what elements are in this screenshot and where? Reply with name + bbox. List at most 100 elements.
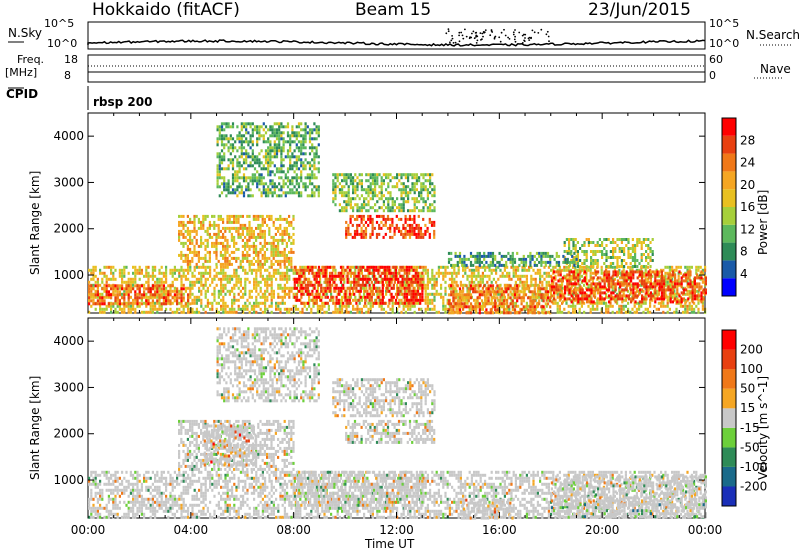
cell — [121, 274, 124, 278]
cell — [147, 310, 150, 314]
cell — [470, 274, 473, 278]
cell — [200, 271, 203, 275]
cell — [598, 244, 601, 247]
cell — [469, 293, 473, 297]
cell — [322, 286, 325, 290]
cell — [473, 271, 476, 275]
cell — [546, 296, 550, 300]
power-cells — [88, 122, 707, 315]
cell — [585, 238, 588, 241]
cell — [550, 288, 553, 292]
cell — [328, 280, 332, 284]
cell — [310, 307, 313, 311]
cell — [189, 241, 192, 245]
cell — [575, 297, 578, 301]
cell — [545, 274, 548, 278]
cell — [217, 259, 220, 263]
cell — [352, 289, 355, 293]
cell — [321, 307, 324, 311]
cell — [476, 296, 479, 300]
cell — [638, 279, 641, 283]
cell — [408, 271, 411, 275]
cell — [359, 268, 362, 272]
cell — [497, 265, 500, 269]
cell — [572, 270, 575, 274]
cell — [611, 265, 614, 269]
cell — [136, 304, 139, 308]
cell — [315, 301, 318, 305]
cell — [413, 217, 416, 221]
cell — [173, 265, 176, 269]
cell — [511, 293, 514, 297]
cell — [475, 277, 478, 281]
cell — [285, 241, 288, 245]
cell — [440, 292, 443, 296]
cell — [237, 235, 240, 239]
cell — [654, 270, 657, 274]
cell — [211, 235, 214, 239]
cell — [202, 241, 205, 245]
cell — [215, 283, 218, 287]
cell — [616, 259, 619, 262]
cell — [467, 293, 470, 297]
cell — [260, 173, 263, 177]
cell — [341, 304, 344, 308]
cell — [456, 302, 459, 306]
cell — [644, 277, 647, 281]
cell — [671, 283, 674, 287]
cell — [162, 302, 165, 306]
cell — [500, 293, 503, 297]
cell — [532, 283, 535, 287]
cell — [599, 282, 602, 286]
cell — [442, 307, 445, 311]
cell — [184, 241, 187, 245]
cell — [275, 301, 278, 305]
cell — [240, 149, 243, 153]
cell — [567, 286, 570, 290]
cell — [270, 247, 273, 251]
cell — [669, 297, 672, 301]
cell — [160, 307, 163, 311]
cell — [216, 143, 219, 147]
cell — [596, 304, 599, 308]
cell — [129, 310, 132, 314]
cell — [662, 301, 665, 305]
cell — [622, 307, 625, 311]
cell — [182, 274, 185, 278]
cell — [375, 214, 379, 218]
cell — [631, 244, 634, 247]
cell — [112, 287, 115, 291]
cell — [180, 256, 183, 260]
cell — [400, 298, 403, 302]
cell — [110, 265, 113, 269]
cell — [612, 279, 615, 283]
cell — [261, 292, 264, 296]
cell — [302, 286, 305, 290]
cell — [555, 282, 558, 286]
cell — [197, 250, 200, 254]
cell — [225, 125, 228, 129]
cell — [630, 279, 633, 283]
cell — [680, 285, 683, 289]
cell — [226, 244, 229, 248]
cell — [238, 134, 241, 138]
cell — [686, 292, 689, 296]
cell — [356, 226, 359, 230]
cell — [377, 271, 380, 275]
cell — [577, 288, 580, 292]
cell — [222, 241, 225, 245]
cell — [579, 265, 582, 268]
cell — [702, 291, 705, 295]
cell — [702, 297, 705, 301]
cell — [222, 262, 225, 266]
cell — [656, 297, 659, 301]
cell — [110, 293, 113, 297]
cell — [685, 279, 688, 283]
cell — [263, 220, 266, 224]
cell — [112, 274, 115, 278]
cell — [110, 277, 113, 281]
cell — [337, 298, 340, 302]
cell — [655, 268, 658, 272]
cell — [578, 307, 581, 311]
cell — [378, 226, 381, 230]
